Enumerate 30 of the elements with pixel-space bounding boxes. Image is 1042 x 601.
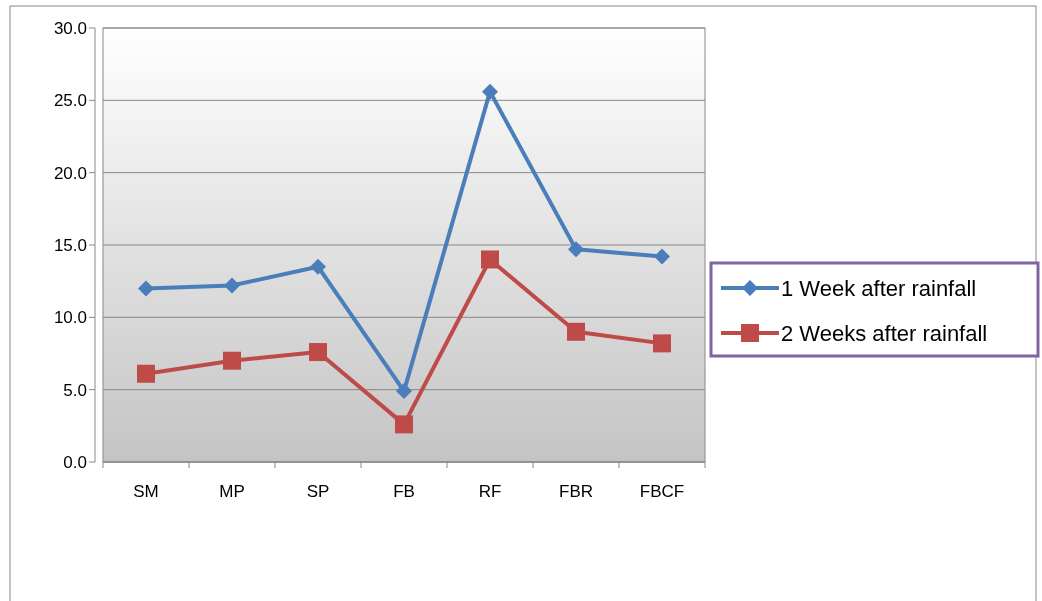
x-tick-label: RF [478,482,502,501]
legend-label: 2 Weeks after rainfall [781,320,988,346]
point [567,322,585,341]
point [224,277,240,294]
point [309,343,327,362]
x-tick-label: SM [133,482,159,501]
point [396,383,412,400]
point [137,364,155,383]
x-tick-label: MP [219,482,245,501]
point [653,334,671,353]
y-tick-label: 30.0 [53,18,87,38]
legend-label: 1 Week after rainfall [781,275,977,301]
x-tick-label: FBR [559,482,593,501]
point [568,241,584,258]
y-tick-label: 15.0 [53,235,87,255]
point [482,83,498,100]
x-tick-label: FB [393,482,415,501]
point [654,248,670,265]
y-tick-label: 0.0 [63,452,87,472]
point [310,258,326,275]
y-tick-label: 25.0 [53,91,87,111]
point [395,415,413,434]
point [138,280,154,297]
y-tick-label: 10.0 [53,308,87,328]
point [223,351,241,370]
x-tick-label: SP [306,482,330,501]
y-tick-label: 20.0 [53,163,87,183]
x-tick-label: FBCF [639,482,685,501]
point [481,250,499,269]
y-tick-label: 5.0 [63,380,87,400]
